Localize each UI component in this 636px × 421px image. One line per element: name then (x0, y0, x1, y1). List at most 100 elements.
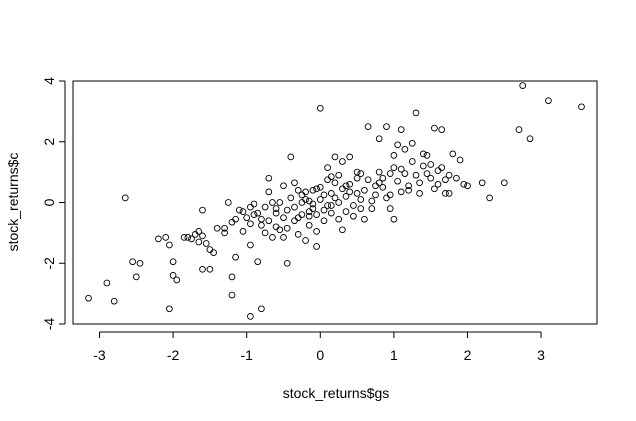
data-point (250, 211, 258, 218)
data-point (386, 205, 394, 212)
data-point (261, 229, 269, 237)
data-point (456, 156, 464, 164)
data-point (272, 205, 280, 212)
data-point (331, 153, 339, 161)
data-point (294, 231, 302, 238)
y-tick-label: -4 (41, 318, 57, 331)
data-point (357, 196, 365, 203)
data-point (280, 214, 287, 222)
data-point (357, 170, 365, 177)
data-point (258, 305, 265, 313)
data-point (515, 126, 523, 133)
data-point (232, 215, 239, 223)
y-tick-label: -2 (41, 257, 57, 270)
data-point (243, 214, 251, 222)
data-point (316, 104, 324, 112)
data-point (221, 224, 228, 232)
x-axis: -3 -2 -1 0 1 2 3 (93, 331, 545, 363)
data-point (519, 82, 527, 89)
x-axis-label: stock_returns$gs (283, 385, 390, 401)
data-point (324, 164, 331, 171)
x-tick-label: -2 (167, 347, 180, 363)
data-point (188, 235, 195, 243)
data-point (423, 170, 431, 177)
data-point (195, 238, 203, 246)
data-point (235, 206, 243, 214)
data-point (478, 179, 486, 187)
data-point (397, 188, 405, 196)
data-point (202, 240, 210, 247)
data-point (121, 194, 129, 202)
data-point (265, 188, 273, 196)
data-point (346, 180, 354, 188)
data-point (339, 158, 346, 165)
data-point (401, 145, 409, 153)
data-point (309, 186, 317, 194)
data-point (224, 199, 232, 206)
x-tick-label: 3 (537, 347, 545, 363)
data-point (313, 243, 320, 250)
data-point (327, 173, 335, 181)
data-point (375, 135, 383, 143)
data-point (416, 179, 423, 187)
data-point (280, 182, 287, 190)
data-point (350, 212, 357, 220)
data-point (412, 171, 420, 179)
data-point (335, 171, 343, 179)
data-point (199, 206, 206, 214)
data-point (324, 202, 331, 209)
data-point (261, 203, 269, 211)
data-point (169, 272, 177, 279)
data-point (431, 124, 438, 132)
data-point (438, 126, 446, 133)
data-point (316, 196, 324, 203)
data-point (327, 209, 335, 217)
data-point (302, 237, 309, 244)
data-point (283, 224, 291, 232)
data-point (431, 185, 438, 193)
data-point (254, 209, 262, 217)
data-point (272, 209, 280, 217)
data-point (313, 211, 320, 218)
data-point (464, 182, 471, 190)
data-point (368, 197, 376, 205)
data-point (394, 177, 401, 185)
data-point (342, 193, 350, 200)
data-point (247, 241, 254, 249)
data-point (184, 234, 192, 241)
data-point (103, 279, 111, 287)
data-point (155, 235, 162, 243)
data-point (350, 202, 357, 209)
data-point (368, 205, 376, 212)
data-point (294, 214, 302, 222)
data-point (320, 191, 328, 199)
data-point (239, 208, 247, 215)
data-point (280, 234, 287, 241)
x-tick-label: 1 (390, 347, 398, 363)
y-tick-label: 2 (41, 138, 57, 146)
data-point (419, 162, 427, 170)
data-point (228, 291, 236, 299)
data-point (291, 203, 298, 211)
data-point (313, 185, 320, 193)
data-point (239, 228, 247, 235)
data-point (206, 265, 214, 273)
data-point (283, 206, 291, 214)
data-point (309, 205, 317, 212)
data-point (110, 297, 118, 305)
data-point (438, 164, 446, 171)
y-tick-label: 4 (41, 77, 57, 85)
data-point (195, 228, 203, 235)
data-point (449, 150, 457, 158)
data-point (335, 215, 343, 223)
data-point (276, 226, 284, 234)
data-point (269, 234, 276, 241)
data-point (445, 190, 453, 197)
data-point (375, 168, 383, 176)
data-point (405, 186, 412, 194)
data-point (221, 229, 228, 237)
data-point (313, 228, 320, 235)
data-point (265, 217, 273, 225)
